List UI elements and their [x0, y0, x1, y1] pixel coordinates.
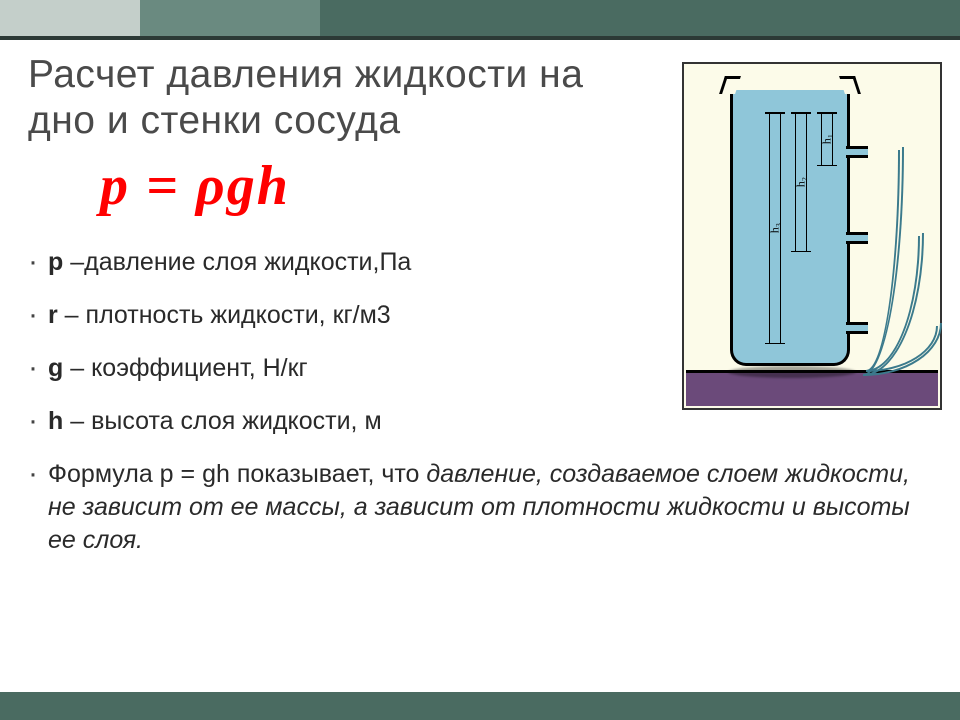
text-g: – коэффициент, Н/кг	[63, 354, 307, 382]
decor-separator	[0, 36, 960, 40]
dim-h3: h₃	[769, 112, 781, 344]
dim-h1: h₁	[821, 112, 833, 166]
decor-band-a	[0, 0, 140, 36]
explain-lead: Формула p = gh показывает, что	[48, 460, 426, 488]
symbol-p: p	[48, 248, 63, 276]
bullet-explain: Формула p = gh показывает, что давление,…	[34, 458, 940, 557]
symbol-r: r	[48, 301, 58, 329]
decor-band-b	[140, 0, 320, 36]
stream-3	[866, 326, 938, 372]
text-h: – высота слоя жидкости, м	[63, 407, 381, 435]
symbol-g: g	[48, 354, 63, 382]
symbol-h: h	[48, 407, 63, 435]
label-h2: h₂	[794, 177, 809, 187]
vessel: h₁ h₂ h₃	[730, 76, 850, 370]
decor-band-c	[320, 0, 960, 36]
label-h1: h₁	[820, 134, 835, 144]
text-r: – плотность жидкости, кг/м3	[58, 301, 391, 329]
text-p: –давление слоя жидкости,Па	[63, 248, 411, 276]
decor-top-bands	[0, 0, 960, 36]
label-h3: h₃	[768, 223, 783, 233]
title-line-1: Расчет давления жидкости на	[28, 53, 583, 96]
vessel-diagram: h₁ h₂ h₃	[682, 62, 942, 410]
dim-h2: h₂	[795, 112, 807, 252]
vessel-body: h₁ h₂ h₃	[730, 90, 850, 366]
decor-bottom-band	[0, 692, 960, 720]
